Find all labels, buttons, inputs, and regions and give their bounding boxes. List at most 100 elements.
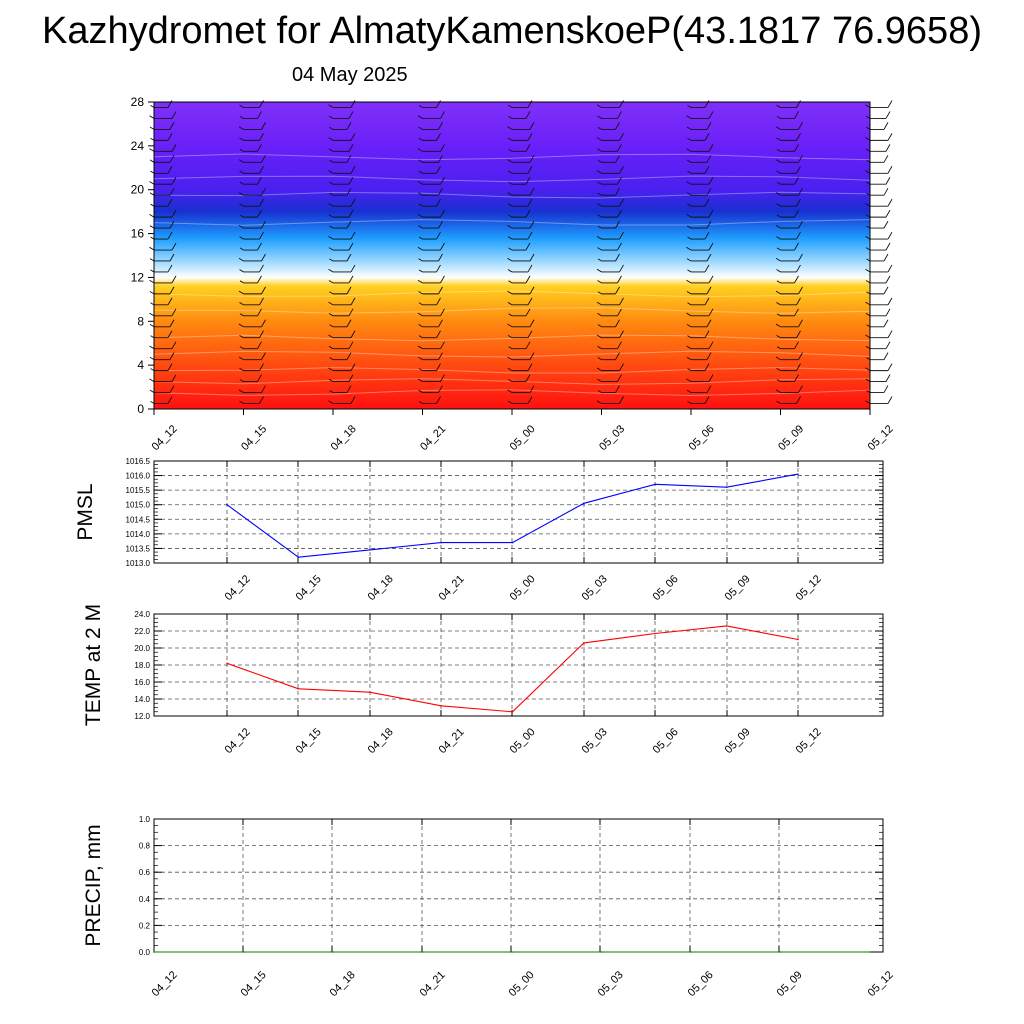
wind-barb [775, 187, 803, 196]
wind-barb [418, 297, 441, 306]
wind-barb [507, 297, 533, 306]
wind-barb [150, 198, 173, 207]
profile-y-tick-label: 12 [131, 270, 145, 284]
contour-line [153, 334, 871, 342]
wind-barb [507, 122, 535, 130]
wind-barb [149, 286, 175, 295]
wind-barb [597, 374, 622, 383]
wind-barb [686, 319, 712, 328]
wind-barb [418, 198, 441, 207]
wind-barb [417, 111, 445, 119]
wind-barb [238, 286, 266, 295]
wind-barb [508, 242, 531, 251]
wind-barb [597, 308, 622, 317]
x-tick-label: 05_09 [775, 969, 805, 999]
y-tick-label: 0.8 [139, 842, 151, 851]
contour-line [153, 290, 871, 298]
y-tick-label: 0.2 [139, 921, 151, 930]
wind-barb [865, 363, 893, 372]
wind-barb [776, 231, 801, 240]
wind-barb [596, 363, 624, 372]
pmsl-point [368, 549, 371, 551]
wind-barb [507, 166, 533, 174]
x-tick-label: 04_21 [437, 726, 467, 756]
contour-line [153, 307, 871, 314]
contour-line [153, 389, 871, 397]
wind-barb [238, 253, 266, 262]
profile-x-tick-label: 05_12 [866, 423, 896, 453]
y-tick-label: 1015.5 [126, 486, 151, 495]
wind-barb [776, 198, 801, 207]
chart-title: Kazhydromet for AlmatyKamenskoeP(43.1817… [42, 10, 982, 52]
wind-barb [776, 275, 799, 284]
y-tick-label: 0.4 [139, 895, 151, 904]
wind-barb [508, 374, 531, 383]
profile-x-tick-label: 05_03 [597, 423, 627, 453]
wind-barb [775, 155, 803, 163]
wind-barb [507, 198, 533, 207]
x-tick-label: 05_12 [866, 969, 896, 999]
wind-barb [686, 242, 714, 251]
y-tick-label: 1013.0 [126, 559, 151, 568]
y-tick-label: 1.0 [139, 815, 151, 824]
precip-axis-title: PRECIP, mm [82, 824, 105, 946]
wind-barb [776, 144, 799, 152]
wind-barb [597, 275, 622, 284]
wind-barb [775, 385, 803, 394]
wind-barb [417, 209, 445, 218]
y-tick-label: 0.0 [139, 948, 151, 957]
wind-barb [597, 144, 622, 152]
wind-barb [775, 286, 803, 295]
wind-barb [686, 177, 714, 185]
wind-barb [776, 396, 801, 404]
wind-barb [507, 187, 535, 196]
x-tick-label: 05_03 [580, 726, 610, 756]
wind-barb [687, 396, 710, 404]
wind-barb [149, 341, 177, 350]
x-tick-label: 04_18 [328, 969, 358, 999]
wind-barb [596, 330, 624, 339]
wind-barb [775, 352, 803, 361]
wind-barb [149, 177, 177, 185]
wind-barb [239, 275, 262, 284]
wind-barb [686, 352, 712, 361]
x-tick-label: 05_00 [507, 969, 537, 999]
y-tick-label: 18.0 [134, 661, 150, 670]
wind-barb [686, 209, 714, 218]
wind-barb [687, 363, 710, 372]
wind-barb [776, 177, 799, 185]
wind-barb [328, 363, 356, 372]
wind-barb [596, 133, 624, 141]
wind-barb [150, 133, 173, 141]
wind-barb [418, 319, 443, 328]
y-tick-label: 14.0 [134, 695, 150, 704]
wind-barb [507, 352, 535, 361]
wind-barb [328, 275, 354, 284]
wind-barb [507, 264, 533, 273]
y-tick-label: 16.0 [134, 678, 150, 687]
wind-barb [238, 385, 266, 394]
y-tick-label: 20.0 [134, 644, 150, 653]
wind-barb [507, 155, 535, 163]
wind-barb [686, 187, 712, 196]
wind-barb [776, 166, 801, 174]
contour-line [153, 219, 871, 226]
wind-barb [238, 352, 266, 361]
y-tick-label: 1014.5 [126, 515, 151, 524]
precip-panel: 0.0 0.2 0.4 0.6 0.8 1.0 04_12 04_15 04_18 04_21 05… [82, 815, 896, 999]
wind-barb [328, 242, 354, 251]
wind-barb [417, 308, 445, 317]
wind-barb [687, 231, 710, 240]
x-tick-label: 05_03 [580, 573, 610, 603]
wind-barb [865, 396, 893, 404]
wind-barb [239, 144, 262, 152]
wind-barb [686, 122, 712, 130]
wind-barb [239, 330, 264, 339]
pmsl-panel: 1013.0 1013.5 1014.0 1014.5 1015.0 1015.5 1016… [74, 457, 884, 603]
wind-barb [149, 253, 175, 262]
x-tick-label: 05_09 [723, 573, 753, 603]
temp-point [725, 625, 728, 627]
wind-barb [418, 122, 443, 130]
wind-barb [865, 144, 891, 152]
wind-barb [417, 374, 445, 383]
